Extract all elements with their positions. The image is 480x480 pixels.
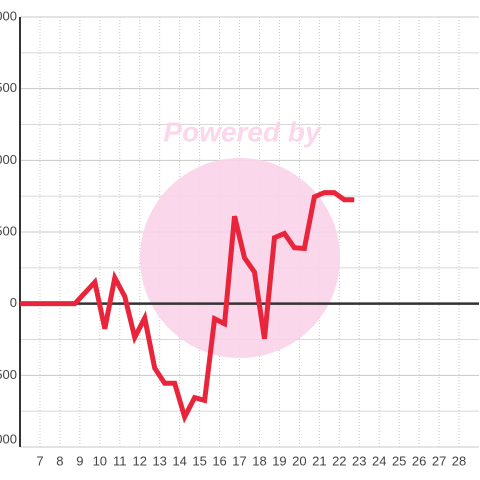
x-tick-label: 16 xyxy=(212,453,226,468)
x-tick-label: 22 xyxy=(332,453,346,468)
y-tick-label: 1,500 xyxy=(0,80,17,95)
y-tick-label: 0 xyxy=(10,295,17,310)
x-tick-label: 9 xyxy=(76,453,83,468)
x-tick-label: 28 xyxy=(452,453,466,468)
x-tick-label: 12 xyxy=(133,453,147,468)
x-tick-label: 14 xyxy=(172,453,186,468)
x-tick-label: 23 xyxy=(352,453,366,468)
x-tick-label: 26 xyxy=(412,453,426,468)
x-tick-label: 21 xyxy=(312,453,326,468)
x-tick-label: 24 xyxy=(372,453,386,468)
x-tick-label: 10 xyxy=(93,453,107,468)
line xyxy=(20,190,355,424)
watermark-text: Powered by xyxy=(163,116,322,147)
y-tick-label: 500 xyxy=(0,223,17,238)
x-tick-label: 8 xyxy=(56,453,63,468)
x-tick-label: 7 xyxy=(36,453,43,468)
x-tick-label: 20 xyxy=(292,453,306,468)
x-tick-label: 13 xyxy=(152,453,166,468)
x-tick-label: 15 xyxy=(192,453,206,468)
x-tick-label: 27 xyxy=(432,453,446,468)
x-tick-label: 11 xyxy=(113,453,127,468)
x-tick-label: 19 xyxy=(272,453,286,468)
x-tick-label: 17 xyxy=(232,453,246,468)
watermark: Powered by xyxy=(140,116,340,358)
y-tick-label: -1,000 xyxy=(0,431,17,446)
y-tick-label: 2,000 xyxy=(0,8,17,23)
x-tick-label: 18 xyxy=(252,453,266,468)
x-tick-label: 25 xyxy=(392,453,406,468)
watermark-circle xyxy=(140,158,340,358)
y-tick-label: 1,000 xyxy=(0,152,17,167)
y-tick-label: -500 xyxy=(0,367,17,382)
